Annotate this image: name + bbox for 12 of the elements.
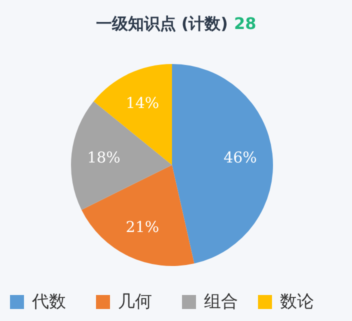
pie-slice [82, 165, 194, 266]
chart-title: 一级知识点 (计数) [96, 14, 228, 33]
data-label: 21% [126, 218, 160, 236]
data-label: 18% [87, 148, 120, 166]
legend-label: 组合 [204, 292, 238, 312]
legend-label: 代数 [31, 292, 66, 312]
legend-label: 几何 [118, 292, 152, 312]
data-label: 46% [224, 148, 257, 166]
legend-label: 数论 [280, 292, 314, 312]
chart-subtitle: 28 [234, 14, 256, 33]
pie-slice [172, 64, 273, 264]
data-label: 14% [126, 94, 160, 112]
